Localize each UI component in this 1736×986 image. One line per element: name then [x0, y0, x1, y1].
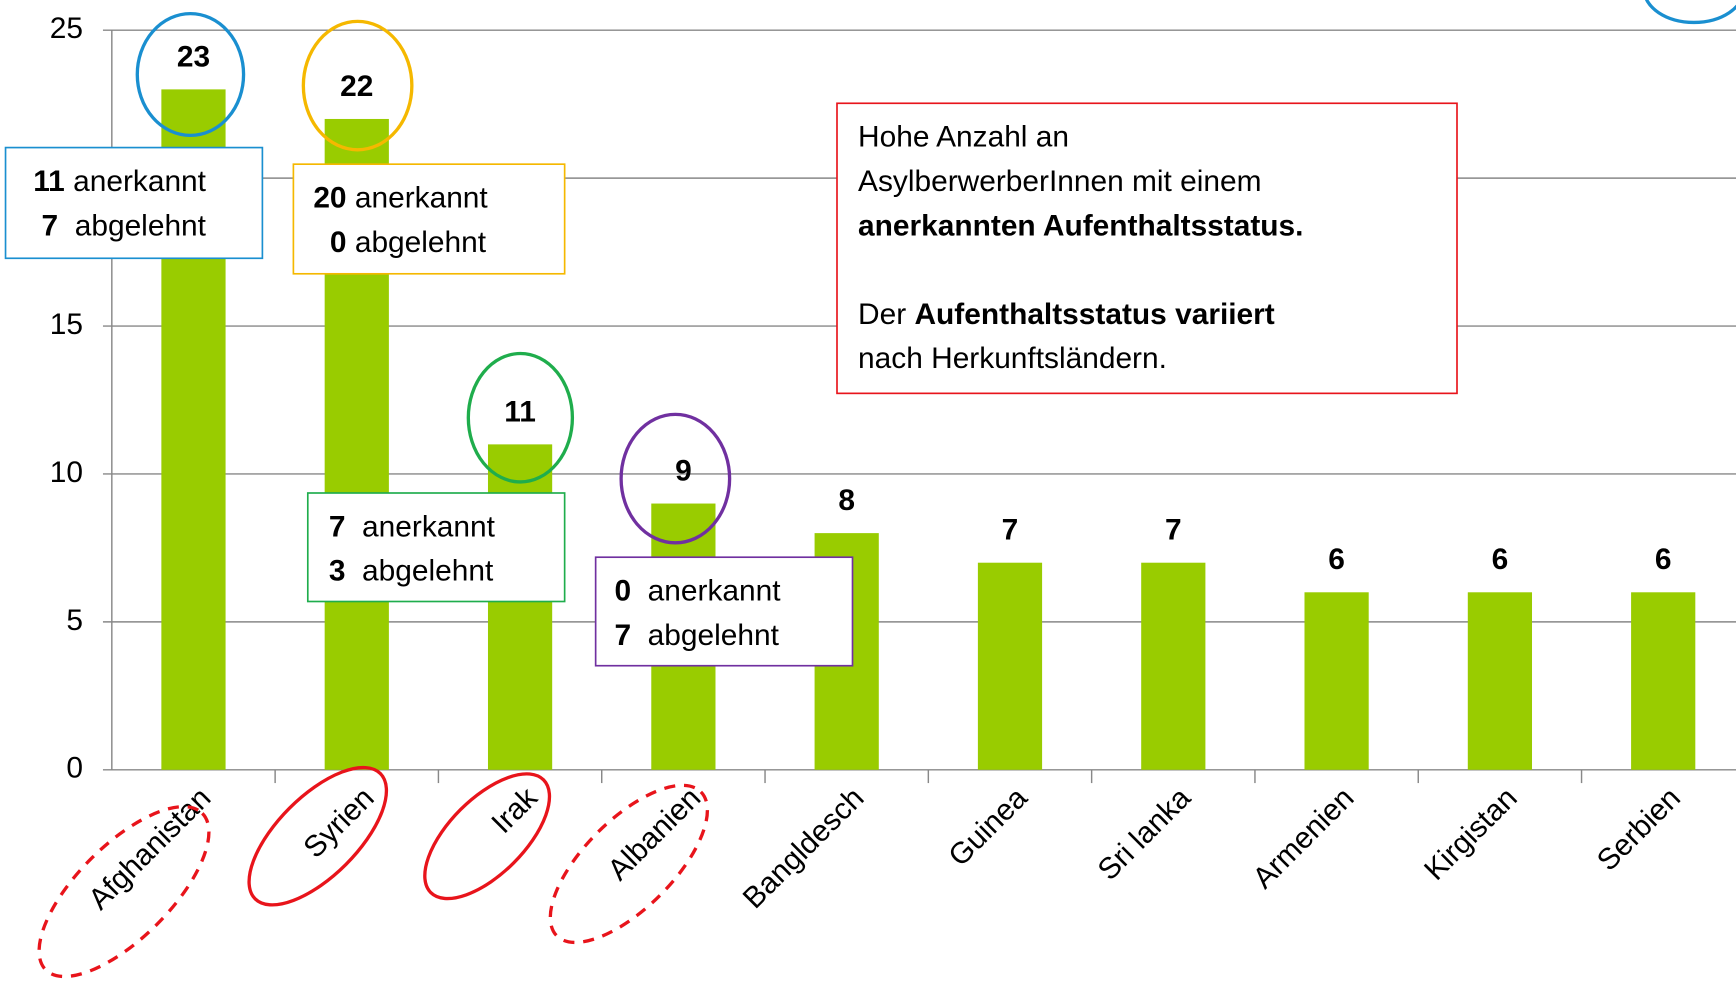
bar — [977, 562, 1043, 770]
value-label: 6 — [1328, 543, 1345, 576]
annotation-segment: anerkannt — [631, 575, 781, 608]
value-label: 23 — [177, 40, 210, 73]
circle — [301, 19, 414, 152]
x-tick-label: Kirgistan — [1418, 781, 1524, 887]
annotation-segment: abgelehnt — [347, 226, 487, 259]
annotation-segment: 0 — [313, 226, 346, 259]
annotation-segment: Aufenthaltsstatus variiert — [914, 298, 1274, 331]
annotation-text: 0 abgelehnt — [313, 226, 486, 259]
y-tick-label: 15 — [50, 308, 83, 341]
x-tick-label: Armenien — [1247, 781, 1361, 895]
bar — [1467, 592, 1533, 770]
value-label: 7 — [1165, 514, 1182, 547]
value-label: 22 — [340, 70, 373, 103]
circle — [466, 351, 575, 484]
annotation-segment: 3 — [329, 555, 346, 588]
annotation-text: Hohe Anzahl an — [858, 121, 1069, 154]
annotation-text: 7 abgelehnt — [614, 619, 779, 652]
annotation-box — [594, 556, 854, 667]
circle — [1644, 0, 1736, 25]
y-tick-label: 10 — [50, 456, 83, 489]
annotation-box — [306, 492, 566, 603]
circle — [619, 412, 732, 545]
annotation-segment: 7 — [614, 619, 631, 652]
annotation-segment: anerkannt — [65, 165, 207, 198]
annotation-text: 11 anerkannt — [33, 165, 206, 198]
bar — [1631, 592, 1696, 770]
annotation-segment: 20 — [313, 181, 346, 214]
x-tick-label: Sri lanka — [1092, 781, 1198, 887]
annotation-segment: Hohe Anzahl an — [858, 121, 1069, 154]
annotation-text: 0 anerkannt — [614, 575, 781, 608]
x-tick-label: Syrien — [297, 781, 380, 864]
annotation-segment: Der — [858, 298, 914, 331]
value-label: 11 — [504, 395, 536, 428]
value-label: 6 — [1492, 543, 1509, 576]
annotation-segment: anerkannt — [347, 181, 489, 214]
annotation-segment: abgelehnt — [631, 619, 780, 652]
y-tick-label: 5 — [66, 604, 83, 637]
annotation-box — [836, 102, 1458, 395]
annotation-text: 7 abgelehnt — [33, 209, 206, 242]
annotation-segment: anerkannt — [345, 510, 495, 543]
annotation-segment: AsylberwerberInnen mit einem — [858, 165, 1262, 198]
x-tick-label: Guinea — [942, 781, 1034, 873]
annotation-segment: anerkannten Aufenthaltsstatus. — [858, 209, 1303, 242]
bar — [1141, 562, 1206, 770]
x-tick-label: Irak — [485, 781, 544, 840]
annotation-box — [292, 163, 566, 275]
circle — [423, 772, 552, 901]
annotation-text: anerkannten Aufenthaltsstatus. — [858, 209, 1303, 242]
annotation-segment: abgelehnt — [58, 209, 207, 242]
y-tick-label: 25 — [50, 12, 83, 45]
annotation-text: 20 anerkannt — [313, 181, 488, 214]
value-label: 8 — [838, 484, 855, 517]
bar — [1304, 592, 1369, 770]
annotation-text: Der Aufenthaltsstatus variiert — [858, 298, 1275, 331]
annotation-box — [4, 146, 264, 260]
circle — [37, 804, 211, 979]
annotation-segment: 7 — [329, 510, 346, 543]
y-tick-label: 0 — [66, 752, 83, 785]
circle — [548, 783, 710, 945]
x-tick-label: Bangldesch — [737, 781, 871, 915]
annotation-segment: 0 — [614, 575, 631, 608]
annotation-text: AsylberwerberInnen mit einem — [858, 165, 1262, 198]
annotation-segment: 7 — [33, 209, 58, 242]
circle — [135, 11, 246, 138]
annotation-segment: nach Herkunftsländern. — [858, 342, 1167, 375]
decorations — [37, 0, 1736, 979]
value-label: 9 — [675, 454, 692, 487]
value-label: 6 — [1655, 543, 1672, 576]
value-label: 7 — [1002, 514, 1019, 547]
annotation-segment: 11 — [33, 165, 65, 198]
annotation-text: 3 abgelehnt — [329, 555, 494, 588]
circle — [247, 765, 389, 907]
annotation-text: 7 anerkannt — [329, 510, 496, 543]
annotation-segment: abgelehnt — [345, 555, 494, 588]
x-tick-label: Albanien — [602, 781, 708, 887]
x-tick-label: Serbien — [1591, 781, 1687, 877]
annotation-text: nach Herkunftsländern. — [858, 342, 1167, 375]
